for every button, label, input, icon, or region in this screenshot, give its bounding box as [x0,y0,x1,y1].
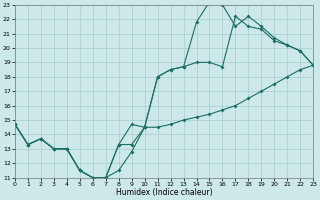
X-axis label: Humidex (Indice chaleur): Humidex (Indice chaleur) [116,188,212,197]
